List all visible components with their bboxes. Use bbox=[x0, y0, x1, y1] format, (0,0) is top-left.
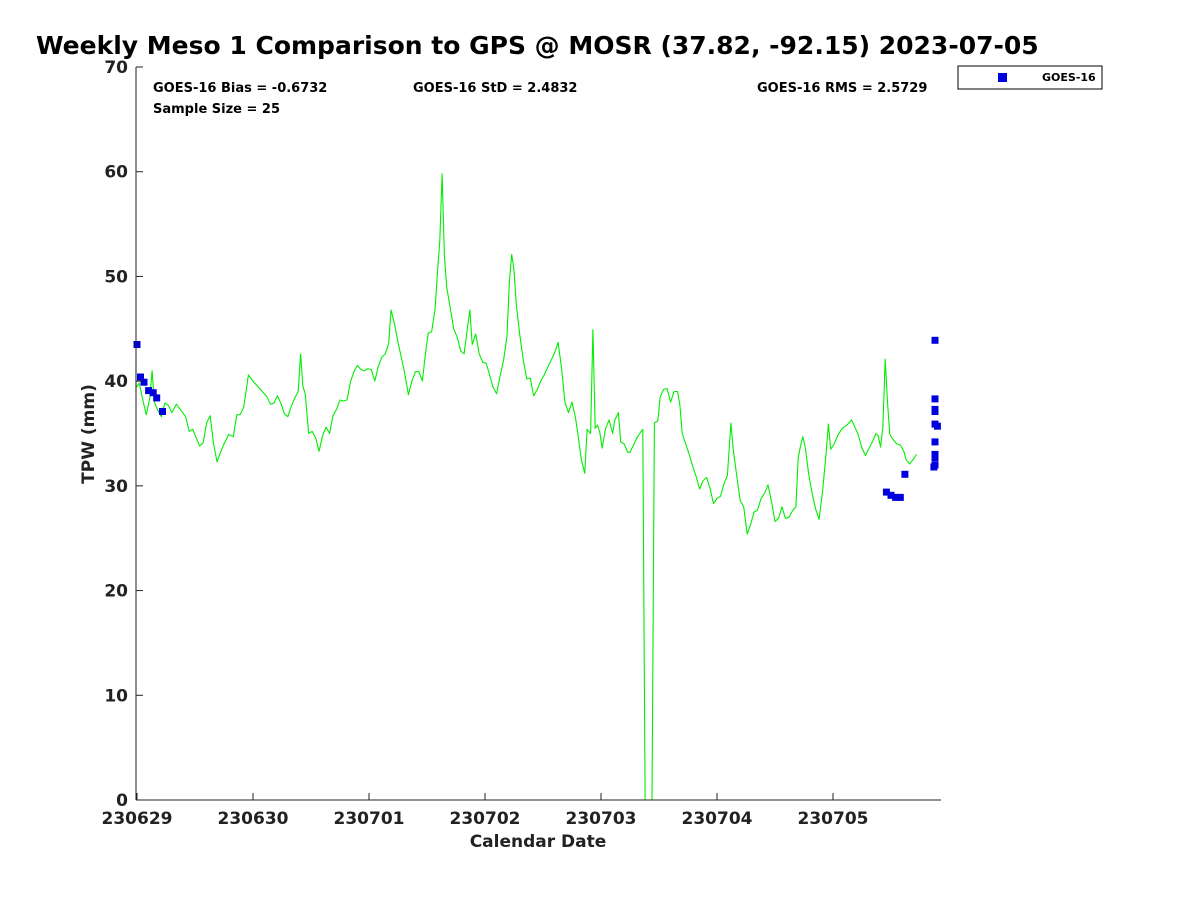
x-axis-ticks: 230629 230630 230701 230702 230703 230704 2307… bbox=[102, 793, 869, 829]
y-tick-label: 30 bbox=[104, 477, 128, 497]
goes-16-point bbox=[931, 395, 939, 403]
goes-16-point bbox=[140, 378, 148, 386]
goes-16-point bbox=[931, 420, 939, 428]
goes-16-point bbox=[145, 387, 153, 395]
goes-16-point bbox=[149, 389, 157, 397]
std-stat: GOES-16 StD = 2.4832 bbox=[413, 81, 577, 96]
goes-16-point bbox=[931, 405, 939, 413]
goes-16-point bbox=[931, 450, 939, 458]
goes-16-point bbox=[153, 394, 161, 402]
goes-16-point bbox=[159, 408, 166, 415]
y-tick-label: 60 bbox=[104, 163, 128, 183]
goes-16-point bbox=[887, 491, 895, 499]
y-axis-label: TPW (mm) bbox=[79, 384, 99, 484]
y-axis-ticks: 0 10 20 30 40 50 60 70 bbox=[104, 58, 143, 811]
plot-area bbox=[136, 67, 941, 800]
goes-16-point bbox=[892, 493, 900, 501]
x-tick-label: 230629 bbox=[102, 809, 173, 829]
goes-16-point bbox=[133, 341, 141, 348]
goes-16-point bbox=[931, 438, 939, 446]
gps-series bbox=[135, 173, 917, 801]
x-tick-label: 230701 bbox=[334, 809, 405, 829]
x-tick-label: 230705 bbox=[798, 809, 869, 829]
goes-16-point bbox=[896, 493, 904, 501]
y-tick-label: 70 bbox=[104, 58, 128, 78]
y-tick-label: 50 bbox=[104, 267, 128, 287]
goes-16-series bbox=[133, 336, 941, 501]
y-tick-label: 10 bbox=[104, 686, 128, 706]
y-tick-label: 40 bbox=[104, 372, 128, 392]
legend-label-goes-16: GOES-16 bbox=[1042, 71, 1096, 84]
goes-16-point bbox=[882, 488, 890, 496]
goes-16-point bbox=[931, 336, 939, 344]
x-tick-label: 230703 bbox=[566, 809, 637, 829]
sample-size-stat: Sample Size = 25 bbox=[153, 102, 280, 117]
legend-marker-goes-16 bbox=[998, 73, 1007, 82]
legend-box bbox=[957, 65, 1103, 90]
chart-title: Weekly Meso 1 Comparison to GPS @ MOSR (… bbox=[36, 31, 1039, 60]
goes-16-point bbox=[137, 373, 144, 381]
goes-16-point bbox=[931, 461, 939, 469]
y-tick-label: 20 bbox=[104, 582, 128, 602]
x-tick-label: 230702 bbox=[450, 809, 521, 829]
x-axis-label: Calendar Date bbox=[470, 832, 607, 852]
y-tick-label: 0 bbox=[116, 791, 128, 811]
gps-line bbox=[135, 173, 917, 801]
goes-16-point bbox=[901, 470, 909, 478]
x-tick-label: 230704 bbox=[682, 809, 753, 829]
rms-stat: GOES-16 RMS = 2.5729 bbox=[757, 81, 927, 96]
legend: GOES-16 bbox=[957, 65, 1103, 90]
bias-stat: GOES-16 Bias = -0.6732 bbox=[153, 81, 327, 96]
x-tick-label: 230630 bbox=[218, 809, 289, 829]
